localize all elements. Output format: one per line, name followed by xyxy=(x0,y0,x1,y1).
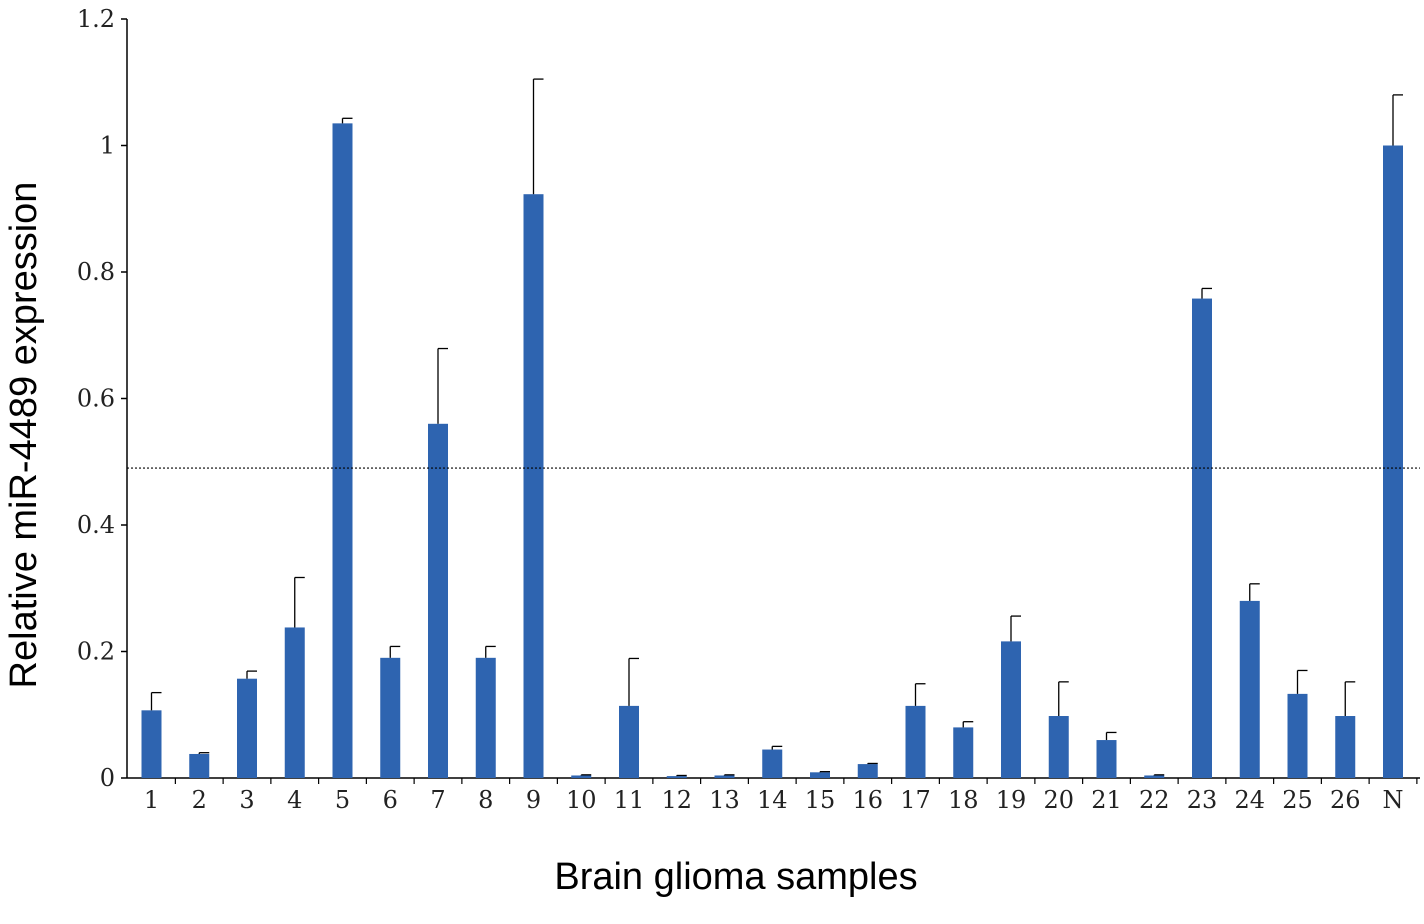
x-tick-label: 19 xyxy=(996,786,1027,814)
x-tick-label: 10 xyxy=(566,786,597,814)
bar xyxy=(810,772,830,778)
bar xyxy=(666,776,687,778)
bar xyxy=(1096,740,1117,778)
bar xyxy=(571,775,592,778)
bar xyxy=(1192,298,1212,778)
x-tick-label: 20 xyxy=(1043,786,1074,814)
bar xyxy=(1144,775,1165,778)
x-tick-label: 8 xyxy=(478,786,493,814)
bar xyxy=(1048,716,1069,778)
x-tick-label: 1 xyxy=(144,786,159,814)
x-tick-label: 13 xyxy=(709,786,740,814)
bar xyxy=(1383,145,1403,778)
x-tick-label: 6 xyxy=(383,786,398,814)
bars xyxy=(141,123,1403,779)
y-axis-title: Relative miR-4489 expression xyxy=(3,182,45,689)
x-tick-label: 25 xyxy=(1282,786,1313,814)
bar xyxy=(523,194,544,778)
x-tick-label: 26 xyxy=(1330,786,1361,814)
bar xyxy=(857,764,878,778)
bar xyxy=(141,710,162,778)
bar xyxy=(619,705,639,778)
bar xyxy=(475,657,496,778)
bar xyxy=(237,678,257,778)
x-tick-label: 3 xyxy=(239,786,254,814)
x-tick-label: 4 xyxy=(287,786,302,814)
bar xyxy=(905,705,926,778)
x-tick-label: 21 xyxy=(1091,786,1122,814)
x-tick-label: 9 xyxy=(526,786,541,814)
x-tick-label: 15 xyxy=(805,786,836,814)
axes xyxy=(126,19,1420,779)
y-tick-label: 0 xyxy=(100,764,115,792)
bar xyxy=(953,727,974,778)
x-tick-label: 5 xyxy=(335,786,350,814)
bar xyxy=(380,657,401,778)
x-tick-label: 11 xyxy=(614,786,645,814)
x-tick-label: 24 xyxy=(1234,786,1265,814)
x-tick-label: 14 xyxy=(757,786,788,814)
bar xyxy=(1287,693,1308,778)
x-tick-label: 16 xyxy=(852,786,883,814)
bar xyxy=(762,749,783,778)
y-tick-label: 1.2 xyxy=(77,5,115,33)
x-axis-title: Brain glioma samples xyxy=(554,856,917,898)
bar xyxy=(1239,600,1260,778)
x-tick-label: 18 xyxy=(948,786,979,814)
bar xyxy=(1335,716,1356,778)
y-tick-label: 1 xyxy=(100,132,115,160)
y-tick-label: 0.8 xyxy=(77,258,115,286)
bar xyxy=(1001,641,1021,778)
y-tick-label: 0.4 xyxy=(77,511,115,539)
bar xyxy=(428,423,448,778)
y-ticks: 0 0.2 0.4 0.6 0.8 1 1.2 xyxy=(77,5,127,792)
x-tick-label: 7 xyxy=(430,786,445,814)
bar xyxy=(284,627,305,778)
x-tick-label: 2 xyxy=(192,786,207,814)
error-bars xyxy=(150,78,1403,777)
y-tick-label: 0.6 xyxy=(77,385,115,413)
x-tick-label: 12 xyxy=(661,786,692,814)
x-tick-label: N xyxy=(1383,786,1404,814)
y-tick-label: 0.2 xyxy=(77,638,115,666)
x-tick-label: 22 xyxy=(1139,786,1170,814)
bar xyxy=(714,775,735,778)
x-ticks: 1 2 3 4 5 6 7 8 9 10 11 12 13 14 15 16 17 18 19 20 21 22 23 24 2… xyxy=(144,778,1418,814)
bar xyxy=(189,753,210,778)
x-tick-label: 23 xyxy=(1187,786,1218,814)
bar xyxy=(332,123,353,779)
x-tick-label: 17 xyxy=(900,786,931,814)
